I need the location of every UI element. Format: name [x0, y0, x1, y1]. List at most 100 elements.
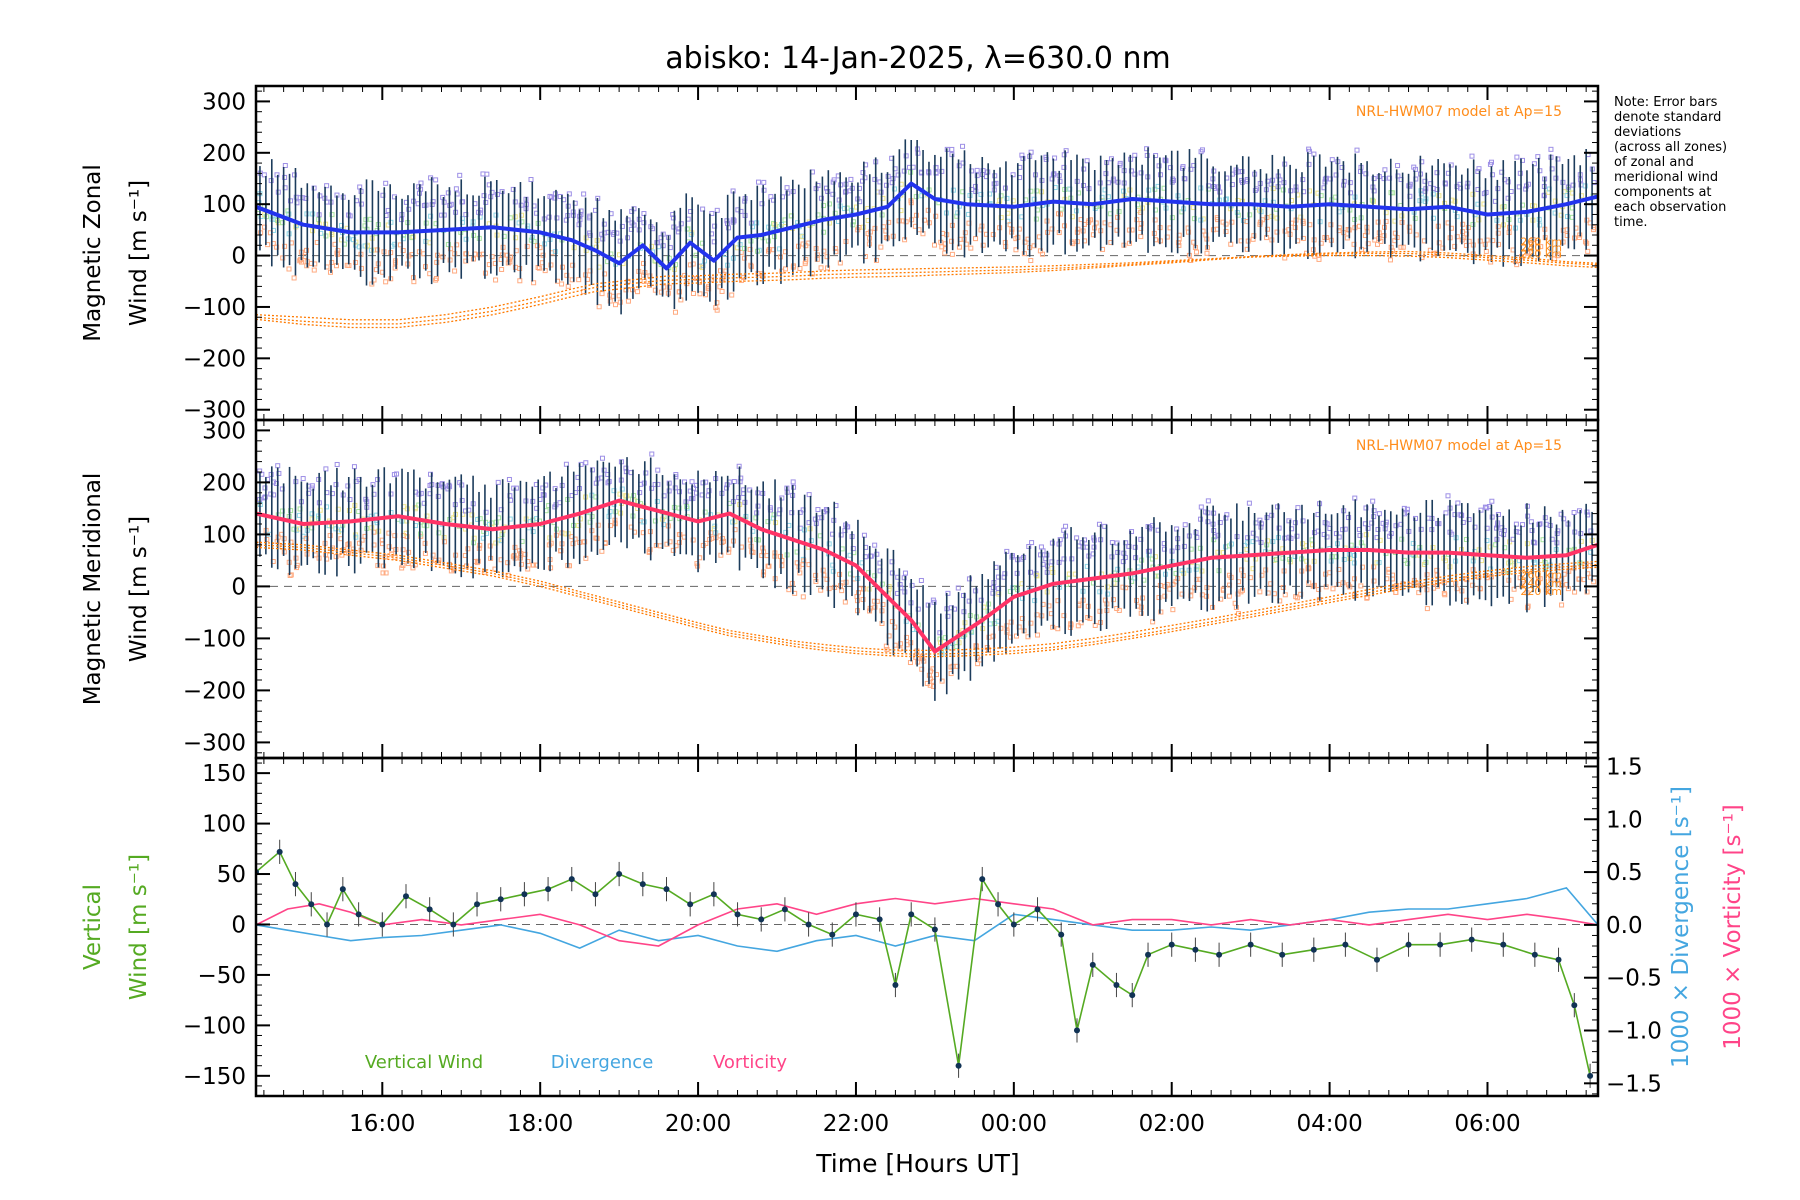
scatter-point [765, 519, 771, 525]
vertical-wind-line [256, 850, 1591, 1076]
scatter-point [353, 534, 359, 540]
scatter-point [459, 216, 465, 222]
scatter-point [334, 461, 340, 467]
scatter-point [1365, 241, 1371, 247]
scatter-point [1393, 589, 1399, 595]
scatter-point [658, 289, 664, 295]
scatter-point [593, 480, 599, 486]
scatter-point [1427, 247, 1433, 253]
scatter-point [280, 220, 286, 226]
scatter-point [689, 479, 695, 485]
scatter-point [937, 630, 943, 636]
scatter-point [549, 194, 555, 200]
scatter-point [1239, 177, 1245, 183]
vertical-wind-point [1073, 1027, 1080, 1034]
scatter-point [862, 175, 868, 181]
scatter-point [1430, 580, 1436, 586]
scatter-point [635, 289, 641, 295]
scatter-point [945, 613, 951, 619]
scatter-point [1028, 258, 1034, 264]
scatter-point [1010, 585, 1016, 591]
scatter-point [524, 243, 530, 249]
vertical-wind-point [1113, 982, 1120, 989]
scatter-point [1014, 633, 1020, 639]
scatter-point [1341, 557, 1347, 563]
scatter-point [690, 537, 696, 543]
scatter-point [280, 508, 286, 514]
scatter-point [1311, 151, 1317, 157]
scatter-point [641, 211, 647, 217]
scatter-point [599, 455, 605, 461]
scatter-point [1565, 213, 1571, 219]
altitude-label: 220 km [1520, 585, 1562, 598]
scatter-point [1247, 212, 1253, 218]
scatter-point [1358, 583, 1364, 589]
scatter-point [631, 206, 637, 212]
scatter-point [1300, 177, 1306, 183]
scatter-point [1258, 521, 1264, 527]
y-tick-label: −50 [197, 963, 246, 989]
scatter-point [493, 277, 499, 283]
scatter-point [1399, 536, 1405, 542]
scatter-point [1295, 505, 1301, 511]
scatter-point [1105, 584, 1111, 590]
scatter-point [797, 570, 803, 576]
scatter-point [1084, 158, 1090, 164]
scatter-point [268, 491, 274, 497]
scatter-point [1138, 610, 1144, 616]
scatter-point [1306, 146, 1312, 152]
scatter-point [1351, 560, 1357, 566]
scatter-point [1138, 221, 1144, 226]
y-tick-label: 200 [202, 141, 246, 167]
meridional-wind-line [256, 498, 1598, 654]
vertical-wind-point [758, 916, 765, 923]
scatter-point [1087, 616, 1093, 622]
scatter-point [1495, 224, 1501, 230]
scatter-point [832, 210, 838, 216]
scatter-point [1150, 619, 1156, 625]
scatter-point [294, 565, 300, 571]
scatter-point [463, 251, 469, 257]
scatter-point [1114, 576, 1120, 582]
scatter-point [596, 304, 602, 310]
vertical-wind-point [829, 931, 836, 938]
y2-tick-label: −1.0 [1606, 1019, 1662, 1045]
scatter-point [480, 171, 486, 177]
scatter-point [1412, 515, 1418, 521]
scatter-point [506, 476, 512, 482]
vertical-wind-point [734, 911, 741, 918]
scatter-point [400, 547, 406, 553]
vertical-wind-point [955, 1062, 962, 1069]
scatter-point [789, 510, 795, 516]
scatter-point [672, 309, 678, 315]
scatter-point [637, 490, 643, 496]
scatter-point [1181, 543, 1187, 549]
scatter-point [1576, 576, 1582, 582]
scatter-point [323, 466, 329, 472]
scatter-point [1228, 241, 1234, 247]
scatter-point [1246, 500, 1252, 506]
scatter-point [288, 508, 294, 514]
scatter-point [1535, 154, 1541, 160]
vertical-wind-point [379, 921, 386, 928]
scatter-point [1182, 522, 1188, 528]
scatter-point [428, 175, 434, 181]
scatter-point [861, 532, 867, 538]
scatter-point [1436, 240, 1442, 246]
scatter-point [1576, 234, 1582, 240]
scatter-point [1238, 589, 1244, 595]
y-tick-label: 200 [202, 470, 246, 496]
scatter-point [747, 537, 753, 543]
scatter-point [599, 291, 605, 297]
scatter-point [1108, 156, 1114, 162]
vertical-wind-point [931, 926, 938, 933]
scatter-point [886, 219, 892, 225]
scatter-point [830, 568, 836, 574]
note-line: of zonal and [1614, 155, 1694, 170]
scatter-point [1452, 198, 1458, 204]
scatter-point [1013, 247, 1019, 253]
scatter-point [1257, 207, 1263, 213]
scatter-point [883, 182, 889, 188]
scatter-point [729, 292, 735, 298]
scatter-point [1253, 556, 1259, 562]
